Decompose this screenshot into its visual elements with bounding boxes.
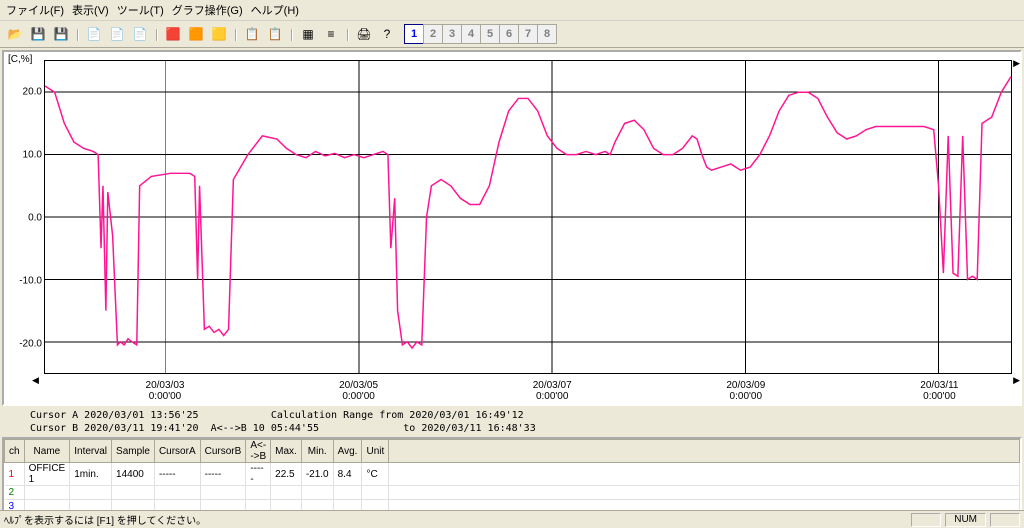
col-header[interactable]: ch [5,440,25,463]
graph-tab-7[interactable]: 7 [518,24,538,44]
cell-ch: 1 [5,463,25,486]
cell-sample [112,486,155,500]
cell-sample: 14400 [112,463,155,486]
scroll-left-icon[interactable]: ◀ [32,375,39,386]
cell-name: OFFICE 1 [24,463,70,486]
graph-tab-8[interactable]: 8 [537,24,557,44]
chart-area: [C,%] 20.0 10.0 0.0 -10.0 -20.0 20/03/030:00… [2,50,1022,406]
cell-cursorb [200,486,246,500]
col-header[interactable]: CursorA [154,440,200,463]
table-row[interactable]: 1OFFICE 11min.14400---------------22.5-2… [5,463,1020,486]
y-tick-label: 0.0 [28,213,42,224]
x-tick-label: 20/03/030:00'00 [146,380,185,402]
toolbar-help-button[interactable]: ? [376,23,398,45]
col-header[interactable]: Sample [112,440,155,463]
status-numlock: NUM [945,513,986,527]
toolbar-doc-button[interactable]: 📄 [129,23,151,45]
col-header[interactable]: Min. [301,440,333,463]
cell-cursora [154,486,200,500]
cell-max. [271,486,302,500]
graph-tab-2[interactable]: 2 [423,24,443,44]
toolbar-rec1-button[interactable]: 🟥 [162,23,184,45]
cell-max.: 22.5 [271,463,302,486]
plot-svg [45,61,1011,373]
toolbar-list-button[interactable]: ≡ [320,23,342,45]
graph-tab-6[interactable]: 6 [499,24,519,44]
status-hint: ﾍﾙﾌﾟを表示するには [F1] を押してください。 [4,512,206,527]
cell-interval [70,486,112,500]
col-header[interactable]: A<-->B [246,440,271,463]
graph-tab-3[interactable]: 3 [442,24,462,44]
cursor-info: Cursor A 2020/03/01 13:56'25 Calculation… [0,408,1024,437]
toolbar-copy-button[interactable]: 📋 [241,23,263,45]
col-header[interactable]: Name [24,440,70,463]
plot-region[interactable] [44,60,1012,374]
col-header[interactable]: CursorB [200,440,246,463]
col-header[interactable]: Avg. [333,440,362,463]
y-axis-unit: [C,%] [8,54,32,65]
x-tick-label: 20/03/110:00'00 [920,380,958,402]
cell-cursora: ----- [154,463,200,486]
cell-a<-->b: ----- [246,463,271,486]
x-tick-label: 20/03/070:00'00 [533,380,572,402]
menu-bar: ファイル(F) 表示(V) ツール(T) グラフ操作(G) ヘルプ(H) [0,0,1024,21]
toolbar: 📂💾💾📄📄📄🟥🟧🟨📋📋▦≡🖨? 12345678 [0,21,1024,48]
cell-unit: °C [362,463,389,486]
cell-avg. [333,486,362,500]
col-header[interactable]: Interval [70,440,112,463]
toolbar-grid-button[interactable]: ▦ [297,23,319,45]
y-tick-label: 20.0 [23,86,42,97]
x-tick-label: 20/03/090:00'00 [726,380,765,402]
cell-cursorb: ----- [200,463,246,486]
graph-tab-5[interactable]: 5 [480,24,500,44]
status-empty-1 [911,513,941,527]
col-header[interactable]: Max. [271,440,302,463]
menu-file[interactable]: ファイル(F) [6,2,64,18]
y-tick-label: -20.0 [19,339,42,350]
toolbar-save-all-button[interactable]: 💾 [50,23,72,45]
menu-graph[interactable]: グラフ操作(G) [172,2,243,18]
scroll-right-top-icon[interactable]: ▶ [1013,58,1020,69]
table-row[interactable]: 2 [5,486,1020,500]
status-empty-2 [990,513,1020,527]
cell-a<-->b [246,486,271,500]
cell-interval: 1min. [70,463,112,486]
cell-unit [362,486,389,500]
y-tick-label: -10.0 [19,276,42,287]
toolbar-doc-button[interactable]: 📄 [83,23,105,45]
cell-avg.: 8.4 [333,463,362,486]
menu-view[interactable]: 表示(V) [72,2,109,18]
toolbar-rec3-button[interactable]: 🟨 [208,23,230,45]
toolbar-doc-button[interactable]: 📄 [106,23,128,45]
graph-tab-4[interactable]: 4 [461,24,481,44]
scroll-right-icon[interactable]: ▶ [1013,375,1020,386]
toolbar-save-button[interactable]: 💾 [27,23,49,45]
menu-tools[interactable]: ツール(T) [117,2,164,18]
menu-help[interactable]: ヘルプ(H) [251,2,299,18]
x-tick-label: 20/03/050:00'00 [339,380,378,402]
cell-name [24,486,70,500]
cell-min.: -21.0 [301,463,333,486]
toolbar-print-button[interactable]: 🖨 [353,23,375,45]
cell-min. [301,486,333,500]
y-tick-label: 10.0 [23,149,42,160]
toolbar-rec2-button[interactable]: 🟧 [185,23,207,45]
col-header[interactable]: Unit [362,440,389,463]
toolbar-copy2-button[interactable]: 📋 [264,23,286,45]
status-bar: ﾍﾙﾌﾟを表示するには [F1] を押してください。 NUM [0,510,1024,528]
graph-tab-1[interactable]: 1 [404,24,424,44]
cell-ch: 2 [5,486,25,500]
toolbar-open-button[interactable]: 📂 [4,23,26,45]
